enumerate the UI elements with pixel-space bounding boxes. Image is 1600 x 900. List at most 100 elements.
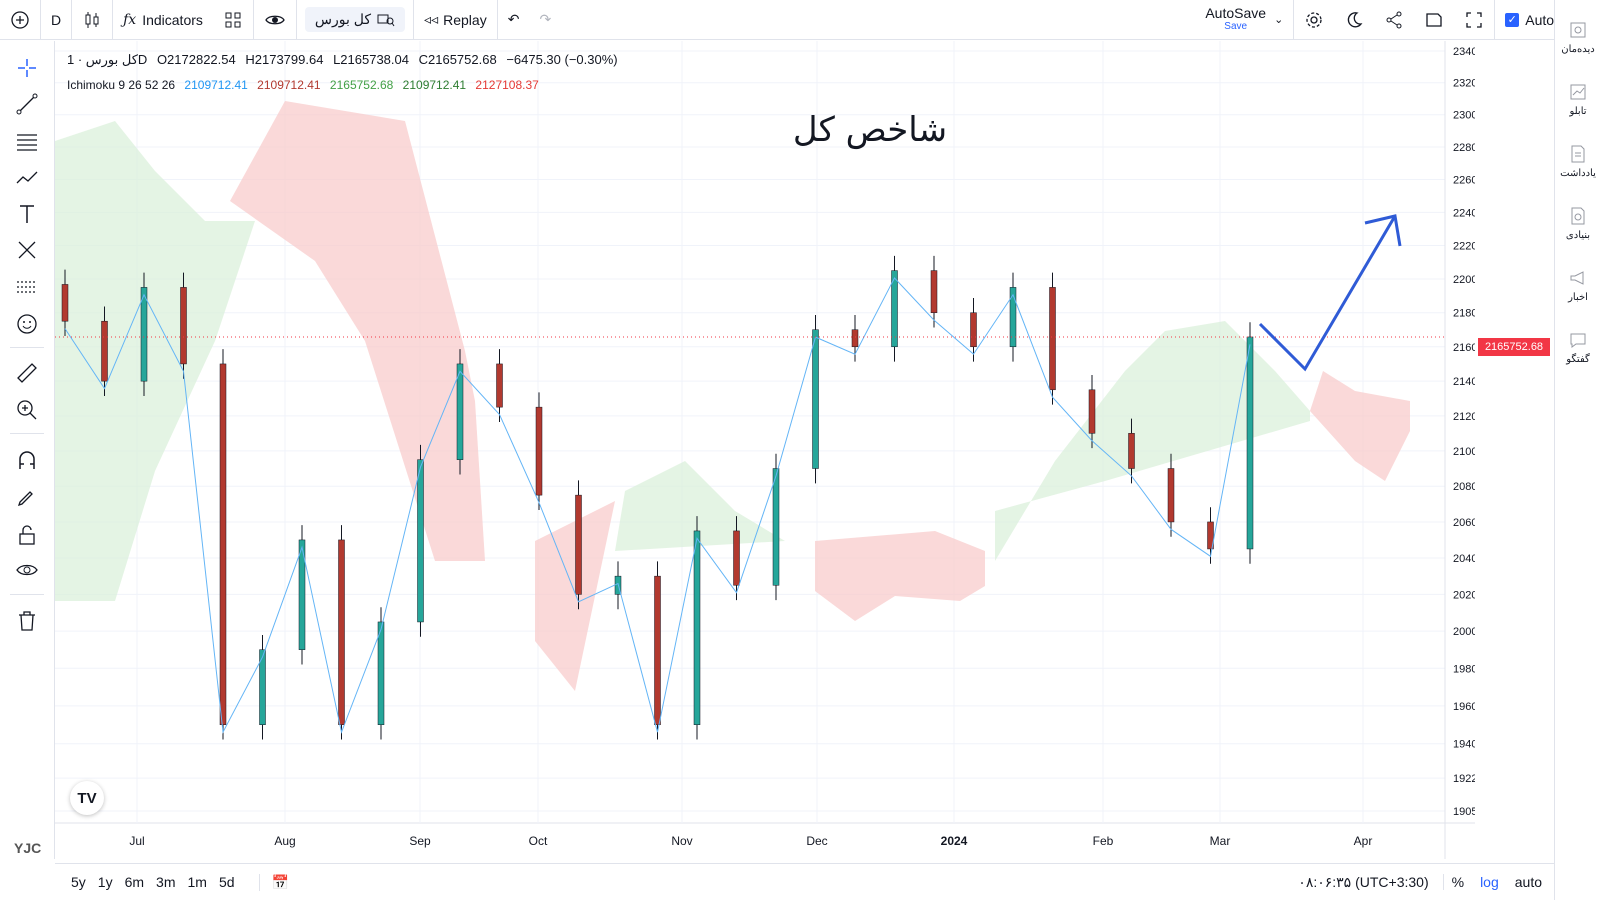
projection-arrow[interactable] (1258, 215, 1397, 372)
auto-toggle[interactable]: auto (1514, 874, 1542, 890)
range-button-5d[interactable]: 5d (218, 874, 235, 890)
log-toggle[interactable]: log (1480, 874, 1499, 890)
price-axis-label: 1940000.00 (1453, 739, 1475, 751)
note-icon (1571, 145, 1585, 163)
add-symbol-button[interactable] (0, 0, 41, 40)
share-button[interactable] (1374, 0, 1414, 40)
text-tool[interactable] (13, 200, 41, 228)
time-axis-label: Dec (806, 834, 827, 848)
ichimoku-cloud-bullish (55, 121, 255, 601)
pattern-tool[interactable] (13, 163, 41, 191)
theme-button[interactable] (1334, 0, 1374, 40)
autosave-save-label: Save (1224, 20, 1248, 32)
range-button-1m[interactable]: 1m (187, 874, 207, 890)
close-value: C2165752.68 (418, 52, 497, 67)
fullscreen-button[interactable] (1454, 0, 1496, 40)
undo-button[interactable]: ↶ (498, 0, 530, 40)
candle-up (1009, 287, 1017, 348)
zoom-in-icon (17, 400, 37, 420)
news-button[interactable]: اخبار (1555, 268, 1600, 303)
replay-button[interactable]: ◃◃ Replay (413, 0, 498, 40)
leading-span-a-value: 2109712.41 (402, 78, 467, 92)
document-search-icon (1571, 207, 1585, 225)
candle-down (180, 287, 187, 365)
percent-toggle[interactable]: % (1442, 874, 1472, 890)
chevron-down-icon: ⌄ (1274, 14, 1284, 26)
price-axis-label: 2000000.00 (1453, 626, 1475, 638)
board-button[interactable]: تابلو (1555, 82, 1600, 117)
candle-up (140, 287, 148, 382)
chat-button[interactable]: گفتگو (1555, 330, 1600, 365)
candle-down (61, 284, 69, 322)
candle-down (1088, 389, 1096, 434)
price-chart[interactable]: 2340000.00 2320000.00 2300000.00 2280000.00… (55, 41, 1475, 859)
magnet-icon (19, 451, 35, 469)
time-axis-label: Apr (1354, 834, 1373, 848)
ohlc-legend: کل بورس · 1D O2172822.54 H2173799.64 L21… (67, 52, 624, 68)
candle-up (377, 621, 385, 725)
leading-span-b-value: 2127108.37 (475, 78, 539, 92)
range-button-6m[interactable]: 6m (124, 874, 145, 890)
candle-up (259, 649, 266, 725)
lagging-span-value: 2165752.68 (329, 78, 394, 92)
range-button-1y[interactable]: 1y (97, 874, 113, 890)
news-label: اخبار (1568, 292, 1588, 303)
zoom-tool[interactable] (13, 396, 41, 424)
candle-up (1246, 336, 1254, 550)
eye-icon (265, 15, 285, 24)
emoji-tool[interactable] (13, 310, 41, 338)
templates-button[interactable] (213, 0, 254, 40)
trendline-tool[interactable] (13, 90, 41, 118)
magnet-tool[interactable] (13, 447, 41, 475)
chart-title: شاخص کل (793, 110, 947, 150)
interval-button[interactable]: D (41, 0, 73, 40)
measure-tool[interactable] (13, 359, 41, 387)
price-axis-label: 2180000.00 (1453, 308, 1475, 320)
time-axis-label: Nov (671, 834, 692, 848)
watchlist-button[interactable]: دیده‌مان (1555, 20, 1600, 55)
drawing-toolbar (0, 41, 55, 859)
range-button-3m[interactable]: 3m (156, 874, 176, 890)
notes-button[interactable]: یادداشت (1555, 144, 1600, 179)
ruler-icon (17, 363, 37, 383)
time-axis-label: Aug (274, 834, 295, 848)
time-axis-label: Jul (129, 834, 144, 848)
snapshot-button[interactable] (1414, 0, 1454, 40)
fundamental-button[interactable]: بنیادی (1555, 206, 1600, 241)
settings-button[interactable] (1294, 0, 1334, 40)
moon-icon (1348, 11, 1363, 27)
visibility-button[interactable] (254, 0, 297, 40)
crosshair-tool[interactable] (13, 54, 41, 82)
delete-tool[interactable] (13, 607, 41, 635)
chart-type-button[interactable] (72, 0, 114, 40)
redo-icon: ↷ (539, 11, 552, 27)
hide-tool[interactable] (13, 557, 41, 585)
price-axis-label: 2260000.00 (1453, 175, 1475, 187)
candle-up (417, 459, 424, 623)
fib-tool[interactable] (13, 127, 41, 155)
shapes-tool[interactable] (13, 236, 41, 264)
crosshair-icon (18, 59, 36, 77)
lock-tool[interactable] (13, 521, 41, 549)
time-axis-label: Oct (529, 834, 548, 848)
draw-mode-tool[interactable] (13, 483, 41, 511)
date-range-icon[interactable]: 📅 (258, 873, 289, 891)
forecast-tool[interactable] (13, 273, 41, 301)
time-axis-label: Sep (409, 834, 431, 848)
clock-display[interactable]: ۰۸:۰۶:۳۵ (UTC+3:30) (1298, 873, 1429, 890)
candle-down (733, 530, 740, 586)
high-value: H2173799.64 (245, 52, 324, 67)
candle-down (219, 363, 227, 725)
autosave-title: AutoSave (1205, 4, 1267, 21)
top-toolbar: D ƒx Indicators کل بورس ◃◃ Replay ↶ ↷ Au… (0, 0, 1600, 40)
symbol-search[interactable]: کل بورس (304, 7, 406, 32)
candles-icon (85, 11, 99, 28)
compare-search-icon (377, 14, 395, 26)
indicator-legend[interactable]: Ichimoku 9 26 52 26 2109712.41 2109712.4… (67, 78, 545, 92)
tradingview-logo[interactable]: TV (70, 781, 104, 815)
redo-button[interactable]: ↷ (529, 0, 561, 40)
indicators-button[interactable]: ƒx Indicators (113, 0, 213, 40)
range-button-5y[interactable]: 5y (71, 874, 86, 890)
autosave-menu[interactable]: AutoSave Save ⌄ (1195, 0, 1295, 40)
grid-icon (225, 12, 241, 27)
